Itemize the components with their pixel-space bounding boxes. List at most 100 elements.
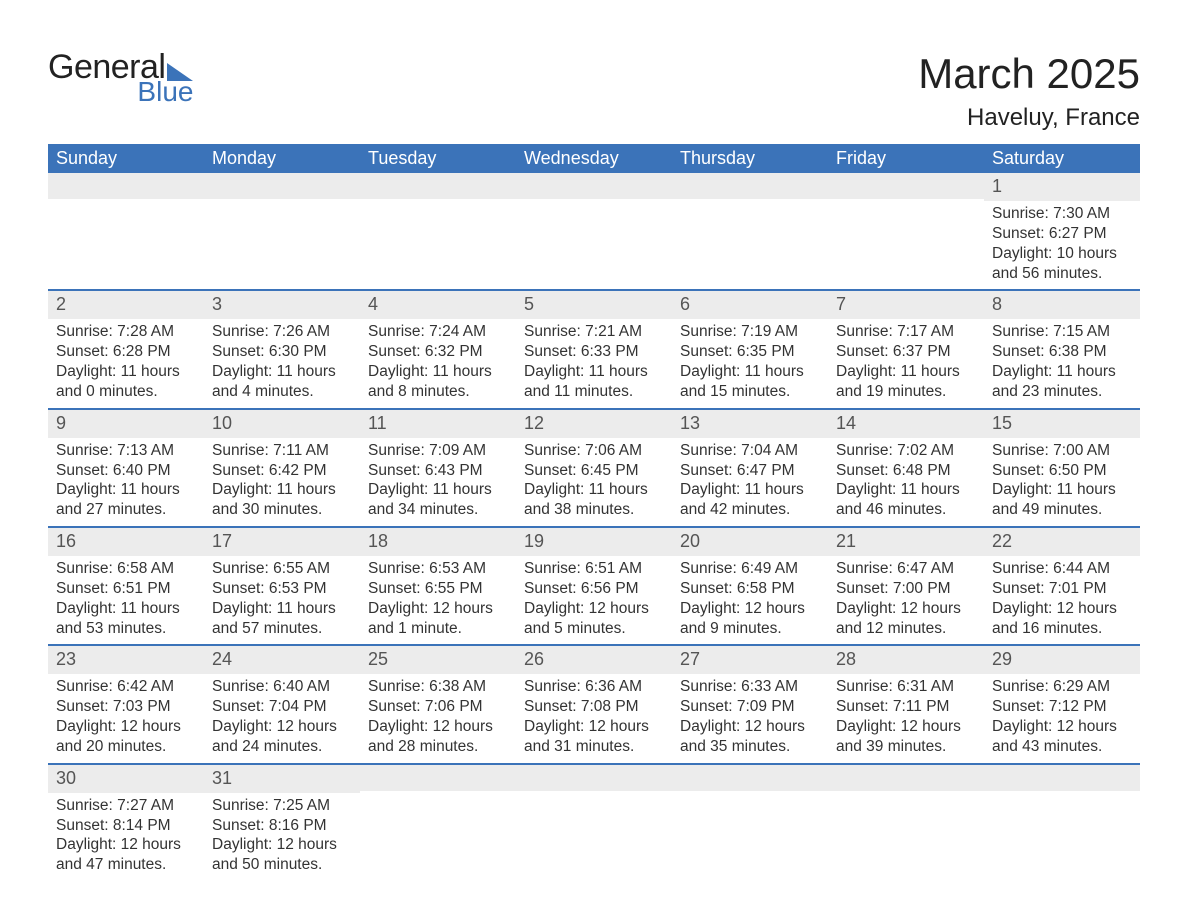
sunrise-line: Sunrise: 6:33 AM: [680, 677, 820, 697]
daylight-line: Daylight: 12 hours and 5 minutes.: [524, 599, 664, 639]
sunset-line: Sunset: 7:04 PM: [212, 697, 352, 717]
daylight-line: Daylight: 11 hours and 11 minutes.: [524, 362, 664, 402]
sunset-line: Sunset: 8:14 PM: [56, 816, 196, 836]
day-number: 25: [360, 646, 516, 674]
day-details: Sunrise: 6:38 AMSunset: 7:06 PMDaylight:…: [360, 674, 516, 762]
day-details: Sunrise: 6:36 AMSunset: 7:08 PMDaylight:…: [516, 674, 672, 762]
day-number: 5: [516, 291, 672, 319]
calendar-empty-cell: [516, 173, 672, 290]
sunset-line: Sunset: 7:06 PM: [368, 697, 508, 717]
calendar-empty-cell: [516, 764, 672, 881]
sunrise-line: Sunrise: 7:04 AM: [680, 441, 820, 461]
sunset-line: Sunset: 6:28 PM: [56, 342, 196, 362]
calendar-day-cell: 28Sunrise: 6:31 AMSunset: 7:11 PMDayligh…: [828, 645, 984, 763]
daylight-line: Daylight: 11 hours and 34 minutes.: [368, 480, 508, 520]
daylight-line: Daylight: 11 hours and 53 minutes.: [56, 599, 196, 639]
header: General Blue March 2025 Haveluy, France: [48, 50, 1140, 132]
sunset-line: Sunset: 6:51 PM: [56, 579, 196, 599]
day-details: Sunrise: 7:11 AMSunset: 6:42 PMDaylight:…: [204, 438, 360, 526]
sunset-line: Sunset: 6:55 PM: [368, 579, 508, 599]
daylight-line: Daylight: 11 hours and 8 minutes.: [368, 362, 508, 402]
day-number: 24: [204, 646, 360, 674]
sunrise-line: Sunrise: 6:40 AM: [212, 677, 352, 697]
weekday-header: Sunday: [48, 144, 204, 173]
day-number: 12: [516, 410, 672, 438]
day-number: 21: [828, 528, 984, 556]
weekday-header: Saturday: [984, 144, 1140, 173]
day-details: Sunrise: 6:53 AMSunset: 6:55 PMDaylight:…: [360, 556, 516, 644]
daylight-line: Daylight: 11 hours and 30 minutes.: [212, 480, 352, 520]
calendar-day-cell: 16Sunrise: 6:58 AMSunset: 6:51 PMDayligh…: [48, 527, 204, 645]
day-details: Sunrise: 7:25 AMSunset: 8:16 PMDaylight:…: [204, 793, 360, 881]
daylight-line: Daylight: 11 hours and 23 minutes.: [992, 362, 1132, 402]
calendar-day-cell: 21Sunrise: 6:47 AMSunset: 7:00 PMDayligh…: [828, 527, 984, 645]
sunset-line: Sunset: 6:30 PM: [212, 342, 352, 362]
sunset-line: Sunset: 6:33 PM: [524, 342, 664, 362]
day-number: 4: [360, 291, 516, 319]
day-number: 26: [516, 646, 672, 674]
day-details: Sunrise: 7:00 AMSunset: 6:50 PMDaylight:…: [984, 438, 1140, 526]
weekday-header: Monday: [204, 144, 360, 173]
day-number: 10: [204, 410, 360, 438]
day-number: 22: [984, 528, 1140, 556]
daylight-line: Daylight: 12 hours and 28 minutes.: [368, 717, 508, 757]
daylight-line: Daylight: 11 hours and 15 minutes.: [680, 362, 820, 402]
sunrise-line: Sunrise: 6:49 AM: [680, 559, 820, 579]
day-details: Sunrise: 7:19 AMSunset: 6:35 PMDaylight:…: [672, 319, 828, 407]
day-details: Sunrise: 7:04 AMSunset: 6:47 PMDaylight:…: [672, 438, 828, 526]
daylight-line: Daylight: 11 hours and 57 minutes.: [212, 599, 352, 639]
daylight-line: Daylight: 11 hours and 0 minutes.: [56, 362, 196, 402]
calendar-day-cell: 13Sunrise: 7:04 AMSunset: 6:47 PMDayligh…: [672, 409, 828, 527]
calendar-day-cell: 31Sunrise: 7:25 AMSunset: 8:16 PMDayligh…: [204, 764, 360, 881]
calendar-empty-cell: [204, 173, 360, 290]
sunrise-line: Sunrise: 7:11 AM: [212, 441, 352, 461]
sunset-line: Sunset: 6:35 PM: [680, 342, 820, 362]
calendar-empty-cell: [360, 173, 516, 290]
calendar-day-cell: 24Sunrise: 6:40 AMSunset: 7:04 PMDayligh…: [204, 645, 360, 763]
daylight-line: Daylight: 11 hours and 27 minutes.: [56, 480, 196, 520]
sunset-line: Sunset: 7:00 PM: [836, 579, 976, 599]
daylight-line: Daylight: 12 hours and 31 minutes.: [524, 717, 664, 757]
calendar-day-cell: 26Sunrise: 6:36 AMSunset: 7:08 PMDayligh…: [516, 645, 672, 763]
day-details: Sunrise: 6:49 AMSunset: 6:58 PMDaylight:…: [672, 556, 828, 644]
sunset-line: Sunset: 6:32 PM: [368, 342, 508, 362]
calendar-empty-cell: [360, 764, 516, 881]
day-number: 15: [984, 410, 1140, 438]
calendar-empty-cell: [828, 764, 984, 881]
calendar-day-cell: 1Sunrise: 7:30 AMSunset: 6:27 PMDaylight…: [984, 173, 1140, 290]
daylight-line: Daylight: 11 hours and 42 minutes.: [680, 480, 820, 520]
sunset-line: Sunset: 6:47 PM: [680, 461, 820, 481]
calendar-day-cell: 30Sunrise: 7:27 AMSunset: 8:14 PMDayligh…: [48, 764, 204, 881]
calendar-empty-cell: [984, 764, 1140, 881]
day-details: Sunrise: 7:02 AMSunset: 6:48 PMDaylight:…: [828, 438, 984, 526]
day-number: 14: [828, 410, 984, 438]
sunset-line: Sunset: 6:43 PM: [368, 461, 508, 481]
calendar-empty-cell: [672, 173, 828, 290]
sunrise-line: Sunrise: 7:17 AM: [836, 322, 976, 342]
calendar-day-cell: 14Sunrise: 7:02 AMSunset: 6:48 PMDayligh…: [828, 409, 984, 527]
calendar-day-cell: 6Sunrise: 7:19 AMSunset: 6:35 PMDaylight…: [672, 290, 828, 408]
calendar-day-cell: 18Sunrise: 6:53 AMSunset: 6:55 PMDayligh…: [360, 527, 516, 645]
calendar-day-cell: 27Sunrise: 6:33 AMSunset: 7:09 PMDayligh…: [672, 645, 828, 763]
sunrise-line: Sunrise: 7:19 AM: [680, 322, 820, 342]
sunset-line: Sunset: 7:12 PM: [992, 697, 1132, 717]
calendar-table: SundayMondayTuesdayWednesdayThursdayFrid…: [48, 144, 1140, 881]
calendar-day-cell: 8Sunrise: 7:15 AMSunset: 6:38 PMDaylight…: [984, 290, 1140, 408]
calendar-day-cell: 9Sunrise: 7:13 AMSunset: 6:40 PMDaylight…: [48, 409, 204, 527]
calendar-day-cell: 3Sunrise: 7:26 AMSunset: 6:30 PMDaylight…: [204, 290, 360, 408]
calendar-week-row: 2Sunrise: 7:28 AMSunset: 6:28 PMDaylight…: [48, 290, 1140, 408]
calendar-day-cell: 22Sunrise: 6:44 AMSunset: 7:01 PMDayligh…: [984, 527, 1140, 645]
calendar-day-cell: 20Sunrise: 6:49 AMSunset: 6:58 PMDayligh…: [672, 527, 828, 645]
day-number: 27: [672, 646, 828, 674]
day-number: 16: [48, 528, 204, 556]
sunset-line: Sunset: 6:58 PM: [680, 579, 820, 599]
daylight-line: Daylight: 12 hours and 35 minutes.: [680, 717, 820, 757]
day-number: 3: [204, 291, 360, 319]
daylight-line: Daylight: 12 hours and 47 minutes.: [56, 835, 196, 875]
day-details: Sunrise: 6:47 AMSunset: 7:00 PMDaylight:…: [828, 556, 984, 644]
sunset-line: Sunset: 6:27 PM: [992, 224, 1132, 244]
calendar-empty-cell: [672, 764, 828, 881]
calendar-day-cell: 29Sunrise: 6:29 AMSunset: 7:12 PMDayligh…: [984, 645, 1140, 763]
calendar-week-row: 16Sunrise: 6:58 AMSunset: 6:51 PMDayligh…: [48, 527, 1140, 645]
day-details: Sunrise: 7:21 AMSunset: 6:33 PMDaylight:…: [516, 319, 672, 407]
